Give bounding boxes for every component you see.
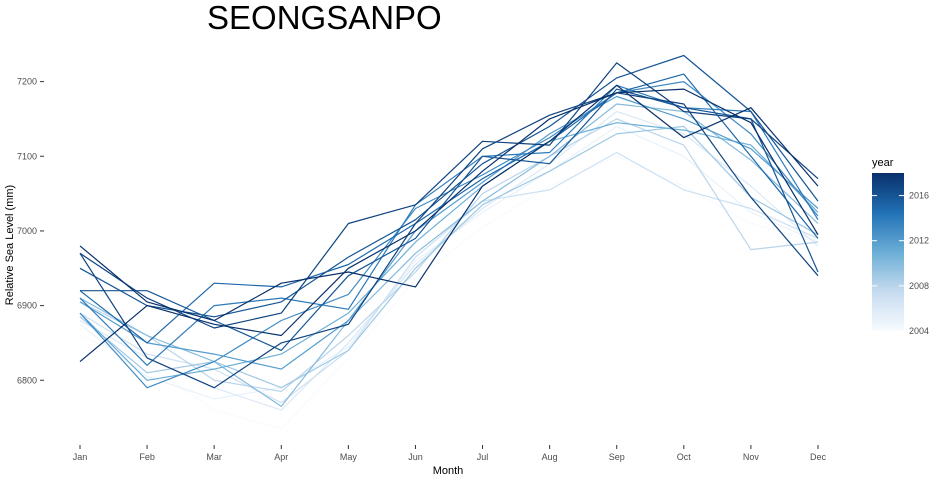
series-line-2017 <box>79 92 819 389</box>
legend-colorbar <box>872 173 904 331</box>
x-tick-label: Oct <box>677 452 692 462</box>
y-tick-label: 7100 <box>17 151 37 161</box>
legend-tick-label: 2016 <box>909 191 929 201</box>
y-axis-title: Relative Sea Level (mm) <box>4 185 16 305</box>
x-tick-label: Jan <box>73 452 88 462</box>
x-axis: Jan Feb Mar Apr May Jun Jul Aug Sep Oct Nov Dec <box>73 445 827 462</box>
series-lines <box>79 54 819 430</box>
x-axis-title: Month <box>433 465 464 477</box>
series-line-2008 <box>79 118 819 393</box>
series-line-2011 <box>79 122 819 381</box>
x-tick-label: Mar <box>206 452 222 462</box>
series-line-2016 <box>80 88 819 351</box>
series-line-2009 <box>79 125 819 389</box>
series-line-2018 <box>79 88 819 363</box>
x-tick-label: Dec <box>810 452 827 462</box>
series-line-2018 <box>79 84 819 322</box>
legend-tick-label: 2004 <box>909 326 929 336</box>
legend-ticks: 2004 2008 2012 2016 <box>872 191 929 336</box>
color-legend: year 2004 2008 2012 2016 <box>872 157 929 336</box>
legend-title: year <box>872 157 894 169</box>
series-line-2005 <box>79 125 819 400</box>
chart-title: SEONGSANPO <box>207 0 442 36</box>
series-line-2004 <box>79 155 819 430</box>
x-tick-label: Sep <box>609 452 625 462</box>
x-tick-label: Apr <box>274 452 288 462</box>
series-line-2017 <box>79 62 819 329</box>
y-axis: 6800 6900 7000 7100 7200 <box>17 77 44 385</box>
x-tick-label: Nov <box>743 452 760 462</box>
y-tick-label: 6900 <box>17 301 37 311</box>
series-line-2012 <box>79 95 819 370</box>
legend-tick-label: 2012 <box>909 236 929 246</box>
y-tick-label: 6800 <box>17 375 37 385</box>
series-line-2010 <box>79 103 819 407</box>
legend-tick-label: 2008 <box>909 281 929 291</box>
y-tick-label: 7000 <box>17 226 37 236</box>
series-line-2007 <box>79 151 819 404</box>
x-tick-label: Jun <box>408 452 423 462</box>
y-tick-label: 7200 <box>17 77 37 87</box>
x-tick-label: Aug <box>542 452 558 462</box>
x-tick-label: Feb <box>139 452 155 462</box>
x-tick-label: May <box>340 452 358 462</box>
x-tick-label: Jul <box>477 452 489 462</box>
